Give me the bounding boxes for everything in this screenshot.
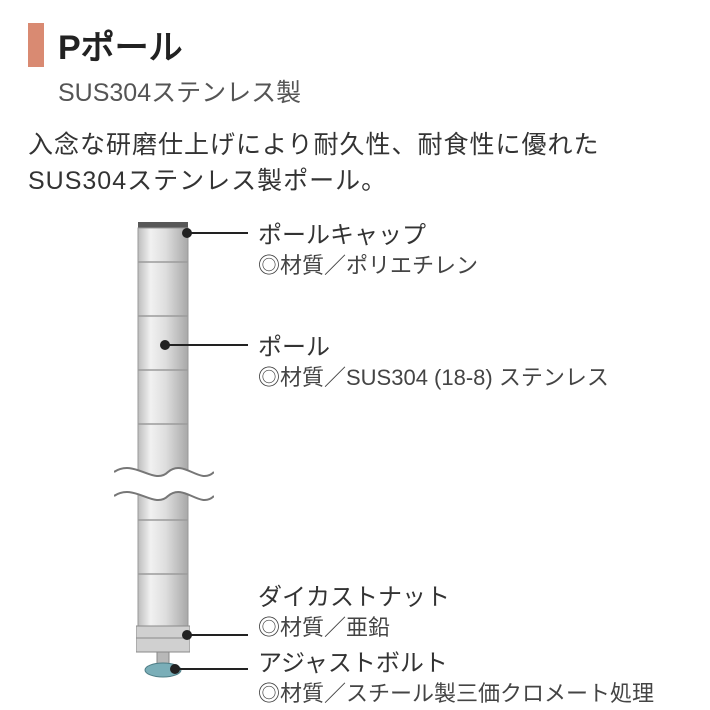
annotation-detail-pole: ◎材質／SUS304 (18-8) ステンレス [258,363,609,393]
cap-rect [138,222,188,228]
annotation-detail-nut: ◎材質／亜鉛 [258,613,450,643]
annotation-cap: ポールキャップ◎材質／ポリエチレン [258,220,478,281]
annotation-title-pole: ポール [258,332,609,363]
leader-dot-pole [160,340,170,350]
subtitle: SUS304ステンレス製 [58,73,682,109]
nut-rect [136,626,190,652]
description-line-1: 入念な研磨仕上げにより耐久性、耐食性に優れた [28,131,600,159]
annotation-detail-cap: ◎材質／ポリエチレン [258,251,478,281]
annotation-detail-bolt: ◎材質／スチール製三価クロメート処理 [258,679,654,709]
leader-dot-nut [182,630,192,640]
diagram-area: ポールキャップ◎材質／ポリエチレンポール◎材質／SUS304 (18-8) ステ… [28,212,682,702]
description: 入念な研磨仕上げにより耐久性、耐食性に優れた SUS304ステンレス製ポール。 [28,127,682,200]
annotation-nut: ダイカストナット◎材質／亜鉛 [258,582,450,643]
accent-bar [28,23,44,67]
pole-body [138,228,188,626]
break-wave-icon [114,456,214,512]
leader-dot-bolt [170,664,180,674]
annotation-bolt: アジャストボルト◎材質／スチール製三価クロメート処理 [258,648,654,709]
leader-line-bolt [178,668,248,670]
leader-line-pole [168,344,248,346]
annotation-title-cap: ポールキャップ [258,220,478,251]
leader-line-cap [186,232,248,234]
annotation-title-bolt: アジャストボルト [258,648,654,679]
title-row: Pポール [28,20,682,69]
annotation-pole: ポール◎材質／SUS304 (18-8) ステンレス [258,332,609,393]
leader-dot-cap [182,228,192,238]
leader-line-nut [188,634,248,636]
page-title: Pポール [58,20,183,69]
page-container: Pポール SUS304ステンレス製 入念な研磨仕上げにより耐久性、耐食性に優れた… [0,0,710,710]
pole-illustration [136,220,190,686]
bolt-stem [157,652,169,664]
description-line-2: SUS304ステンレス製ポール。 [28,167,387,195]
annotation-title-nut: ダイカストナット [258,582,450,613]
